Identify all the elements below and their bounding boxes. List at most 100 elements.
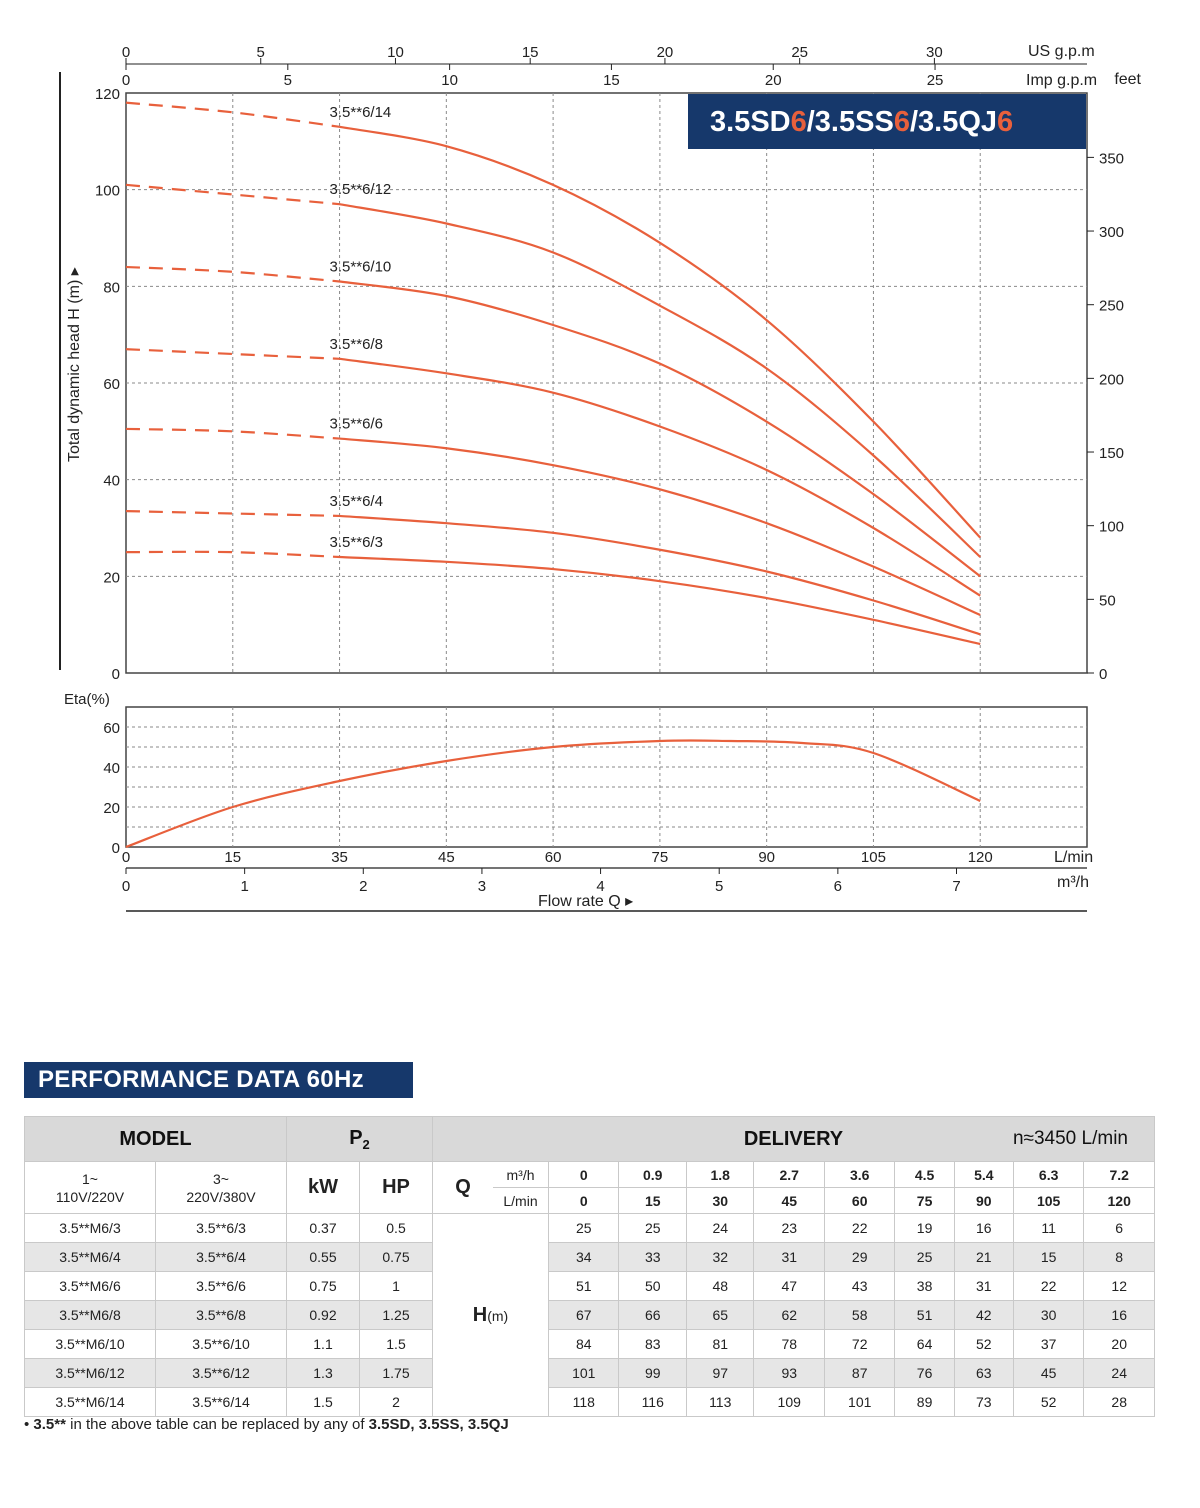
head-value: 99 xyxy=(618,1358,687,1388)
head-value: 76 xyxy=(894,1358,955,1388)
curve-label: 3.5**6/4 xyxy=(330,493,383,510)
cell-hp: 1.5 xyxy=(359,1329,433,1359)
head-value: 64 xyxy=(894,1329,955,1359)
chart-title-part: 6 xyxy=(894,106,910,138)
m3h-value: 0 xyxy=(547,1161,620,1188)
head-value: 16 xyxy=(1083,1300,1155,1330)
us-gpm-tick-label: 20 xyxy=(657,44,674,61)
curve-label: 3.5**6/3 xyxy=(330,534,383,551)
m3h-unit: m³/h xyxy=(1057,874,1089,891)
eta-tick-label: 0 xyxy=(112,840,120,857)
right-tick-label: 250 xyxy=(1099,298,1124,315)
imp-gpm-tick-label: 10 xyxy=(441,72,458,89)
table-row: 3.5**M6/8 3.5**6/8 0.92 1.25 67 66 65 62 58 51 42 3… xyxy=(24,1300,1155,1330)
cell-m3: 3.5**6/10 xyxy=(155,1329,287,1359)
head-value: 19 xyxy=(894,1213,955,1243)
us-gpm-tick-label: 5 xyxy=(257,44,265,61)
right-tick-label: 100 xyxy=(1099,519,1124,536)
head-value: 73 xyxy=(953,1387,1014,1417)
m3h-unit: m³/h xyxy=(493,1161,549,1188)
head-value: 81 xyxy=(685,1329,755,1359)
table-row: 3.5**M6/4 3.5**6/4 0.55 0.75 34 33 32 31 29 25 21 1… xyxy=(24,1242,1155,1272)
head-value: 32 xyxy=(685,1242,755,1272)
lmin-tick-label: 35 xyxy=(331,849,348,866)
head-value: 25 xyxy=(547,1213,620,1243)
head-value: 113 xyxy=(685,1387,755,1417)
head-value: 66 xyxy=(618,1300,687,1330)
m3h-tick-label: 6 xyxy=(834,878,842,895)
curve-dashed-3.5**6/4 xyxy=(125,509,340,518)
lmin-unit: L/min xyxy=(493,1187,549,1214)
cell-kw: 0.75 xyxy=(286,1271,360,1301)
m3h-tick-label: 0 xyxy=(122,878,130,895)
lmin-value: 90 xyxy=(953,1187,1014,1214)
curve-3.5**6/8 xyxy=(339,357,981,597)
us-gpm-tick-label: 10 xyxy=(387,44,404,61)
right-tick-label: 150 xyxy=(1099,445,1124,462)
head-value: 22 xyxy=(823,1213,896,1243)
head-value: 23 xyxy=(753,1213,825,1243)
head-value: 101 xyxy=(547,1358,620,1388)
head-value: 31 xyxy=(753,1242,825,1272)
us-gpm-unit: US g.p.m xyxy=(1028,43,1095,60)
y-tick-label: 0 xyxy=(112,666,120,683)
y-tick-label: 80 xyxy=(103,279,120,296)
head-value: 31 xyxy=(953,1271,1014,1301)
imp-gpm-tick-label: 25 xyxy=(927,72,944,89)
head-value: 37 xyxy=(1012,1329,1085,1359)
cell-m1: 3.5**M6/8 xyxy=(24,1300,156,1330)
lmin-value: 0 xyxy=(547,1187,620,1214)
m3h-value: 7.2 xyxy=(1083,1161,1155,1188)
h-label: H(m) xyxy=(432,1213,549,1417)
curve-dashed-3.5**6/8 xyxy=(125,348,340,360)
m3h-value: 4.5 xyxy=(894,1161,955,1188)
right-axis-label: feet xyxy=(1114,71,1141,88)
head-value: 21 xyxy=(953,1242,1014,1272)
lmin-tick-label: 105 xyxy=(861,849,886,866)
cell-kw: 1.5 xyxy=(286,1387,360,1417)
cell-kw: 1.3 xyxy=(286,1358,360,1388)
hp-header: HP xyxy=(359,1161,433,1214)
curve-3.5**6/14 xyxy=(339,125,982,539)
table-row: 3.5**M6/14 3.5**6/14 1.5 2 118 116 113 109 101 89… xyxy=(24,1387,1155,1417)
curve-3.5**6/10 xyxy=(339,280,981,578)
head-value: 24 xyxy=(685,1213,755,1243)
curve-3.5**6/4 xyxy=(339,514,981,636)
lmin-tick-label: 75 xyxy=(652,849,669,866)
curve-dashed-3.5**6/10 xyxy=(125,265,340,283)
y-tick-label: 20 xyxy=(103,569,120,586)
lmin-unit: L/min xyxy=(1054,849,1093,866)
head-value: 52 xyxy=(953,1329,1014,1359)
m3h-value: 1.8 xyxy=(685,1161,755,1188)
p2-header: P2 xyxy=(286,1116,433,1162)
curve-label: 3.5**6/14 xyxy=(330,104,392,121)
lmin-value: 45 xyxy=(753,1187,825,1214)
eta-tick-label: 60 xyxy=(103,720,120,737)
eta-curve xyxy=(125,739,981,849)
head-value: 109 xyxy=(753,1387,825,1417)
chart-title-part: /3.5SS xyxy=(807,106,894,138)
lmin-value: 30 xyxy=(685,1187,755,1214)
eta-plot-frame xyxy=(125,706,1088,848)
imp-gpm-unit: Imp g.p.m xyxy=(1026,72,1097,89)
chart-title-part: 6 xyxy=(997,106,1013,138)
cell-hp: 0.5 xyxy=(359,1213,433,1243)
head-value: 63 xyxy=(953,1358,1014,1388)
chart-title-part: 6 xyxy=(791,106,807,138)
table-row: 3.5**M6/12 3.5**6/12 1.3 1.75 101 99 97 93 87 76 6… xyxy=(24,1358,1155,1388)
head-value: 30 xyxy=(1012,1300,1085,1330)
lmin-tick-label: 15 xyxy=(224,849,241,866)
cell-m1: 3.5**M6/4 xyxy=(24,1242,156,1272)
footnote: • 3.5** in the above table can be replac… xyxy=(24,1416,509,1433)
m3h-value: 3.6 xyxy=(823,1161,896,1188)
m3h-value: 6.3 xyxy=(1012,1161,1085,1188)
m3h-tick-label: 1 xyxy=(240,878,248,895)
lmin-value: 120 xyxy=(1083,1187,1155,1214)
cell-kw: 0.55 xyxy=(286,1242,360,1272)
cell-m3: 3.5**6/12 xyxy=(155,1358,287,1388)
head-value: 20 xyxy=(1083,1329,1155,1359)
chart-title-part: /3.5QJ xyxy=(910,106,997,138)
cell-hp: 0.75 xyxy=(359,1242,433,1272)
head-value: 116 xyxy=(618,1387,687,1417)
